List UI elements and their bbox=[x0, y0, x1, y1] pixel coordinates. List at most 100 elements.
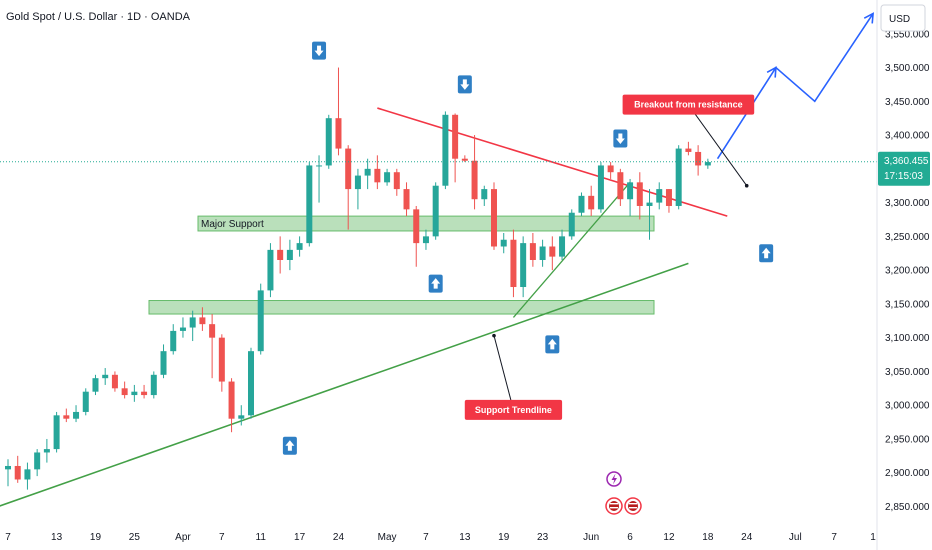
candle-body bbox=[199, 317, 206, 325]
y-tick-label: 3,450.000 bbox=[885, 97, 930, 108]
x-tick-label: 13 bbox=[51, 532, 63, 543]
candle-body bbox=[14, 465, 21, 480]
candle-body bbox=[481, 189, 488, 200]
candle-body bbox=[549, 246, 556, 257]
candle-body bbox=[316, 165, 323, 167]
candle-body bbox=[432, 185, 439, 237]
candle-body bbox=[325, 118, 332, 166]
candle-body bbox=[452, 114, 459, 159]
y-tick-label: 2,950.000 bbox=[885, 434, 930, 445]
event-icons[interactable] bbox=[605, 471, 642, 515]
y-tick-label: 3,150.000 bbox=[885, 299, 930, 310]
time-axis[interactable]: 7 13 19 25 Apr 7 11 17 24 May 7 13 19 23 Jun 6 12 18 24 Jul… bbox=[5, 532, 876, 543]
candle-body bbox=[345, 148, 352, 190]
candle-body bbox=[500, 239, 507, 247]
candle-body bbox=[627, 182, 634, 200]
callout-box[interactable] bbox=[622, 94, 755, 115]
support-zone bbox=[197, 215, 655, 232]
x-tick-label: 12 bbox=[663, 532, 675, 543]
candle-body bbox=[442, 114, 449, 186]
candle-body bbox=[374, 168, 381, 183]
candle-body bbox=[461, 158, 468, 161]
currency-selector[interactable] bbox=[880, 4, 926, 32]
x-tick-label: 18 bbox=[702, 532, 714, 543]
candle-body bbox=[597, 165, 604, 210]
candle-body bbox=[520, 243, 527, 288]
candle-body bbox=[92, 378, 99, 392]
candle-body bbox=[471, 160, 478, 200]
x-tick-label: 24 bbox=[741, 532, 753, 543]
x-tick-label: 7 bbox=[423, 532, 429, 543]
candle-body bbox=[43, 449, 50, 453]
y-tick-label: 3,050.000 bbox=[885, 367, 930, 378]
candle-body bbox=[102, 374, 109, 379]
candle-body bbox=[73, 411, 80, 419]
x-tick-label: 23 bbox=[537, 532, 549, 543]
candle-body bbox=[393, 172, 400, 190]
flag-stripe bbox=[610, 503, 618, 505]
arrow-up-icon bbox=[431, 278, 441, 289]
candle-body bbox=[267, 249, 274, 291]
y-tick-label: 2,850.000 bbox=[885, 502, 930, 513]
x-tick-label: 7 bbox=[5, 532, 11, 543]
candle-body bbox=[34, 452, 41, 470]
currency-label: USD bbox=[889, 14, 910, 25]
candle-body bbox=[24, 469, 31, 480]
y-tick-label: 3,250.000 bbox=[885, 232, 930, 243]
candle-body bbox=[695, 151, 702, 166]
candle-body bbox=[5, 465, 11, 470]
candle-body bbox=[384, 172, 391, 183]
candle-body bbox=[646, 202, 653, 206]
price-axis[interactable]: 2,850.000 2,900.000 2,950.000 3,000.000 3,05… bbox=[885, 29, 930, 513]
x-tick-label: 17 bbox=[294, 532, 306, 543]
candle-body bbox=[238, 415, 245, 419]
candle-body bbox=[209, 324, 216, 338]
us-flag-glyph bbox=[628, 501, 638, 511]
candle-body bbox=[578, 195, 585, 213]
candle-body bbox=[63, 415, 70, 419]
candle-body bbox=[150, 374, 157, 396]
callout-box[interactable] bbox=[464, 399, 563, 420]
support-zone bbox=[148, 300, 655, 315]
signal-markers bbox=[282, 41, 774, 455]
candle-body bbox=[403, 189, 410, 210]
support-trendline bbox=[0, 262, 689, 507]
candle-body bbox=[228, 381, 235, 419]
arrow-up-icon bbox=[547, 338, 557, 350]
lightning-glyph bbox=[611, 473, 617, 485]
x-tick-label: 25 bbox=[129, 532, 141, 543]
flag-stripe bbox=[629, 507, 637, 509]
candle-body bbox=[617, 172, 624, 200]
candle-body bbox=[568, 212, 575, 237]
callout-label: Support Trendline bbox=[475, 405, 552, 415]
candle-body bbox=[413, 209, 420, 244]
y-tick-label: 3,400.000 bbox=[885, 131, 930, 142]
chart-title: Gold Spot / U.S. Dollar · 1D · OANDA bbox=[6, 11, 191, 23]
candle-body bbox=[82, 391, 89, 412]
x-tick-label: 13 bbox=[459, 532, 471, 543]
arrow-up-icon bbox=[761, 247, 771, 259]
candle-body bbox=[559, 236, 566, 257]
candle-body bbox=[111, 374, 118, 389]
candle-body bbox=[335, 118, 342, 149]
candle-body bbox=[539, 246, 546, 260]
candle-body bbox=[656, 189, 663, 203]
last-price-badge: 3,360.455 17:15:03 bbox=[878, 151, 930, 186]
forecast-arrowhead bbox=[863, 12, 875, 24]
x-tick-label: Jul bbox=[789, 532, 802, 543]
y-tick-label: 3,100.000 bbox=[885, 333, 930, 344]
x-tick-label: 19 bbox=[498, 532, 510, 543]
x-tick-label: 7 bbox=[219, 532, 225, 543]
candle-body bbox=[170, 330, 177, 352]
candle-body bbox=[675, 148, 682, 206]
y-tick-label: 3,300.000 bbox=[885, 198, 930, 209]
candle-body bbox=[354, 175, 361, 190]
candle-body bbox=[277, 249, 284, 260]
x-tick-label: Jun bbox=[583, 532, 599, 543]
us-flag-glyph bbox=[609, 501, 619, 511]
candle-body bbox=[286, 249, 293, 260]
candle-body bbox=[296, 243, 303, 250]
x-tick-label: 7 bbox=[831, 532, 837, 543]
arrow-down-icon bbox=[314, 45, 324, 57]
